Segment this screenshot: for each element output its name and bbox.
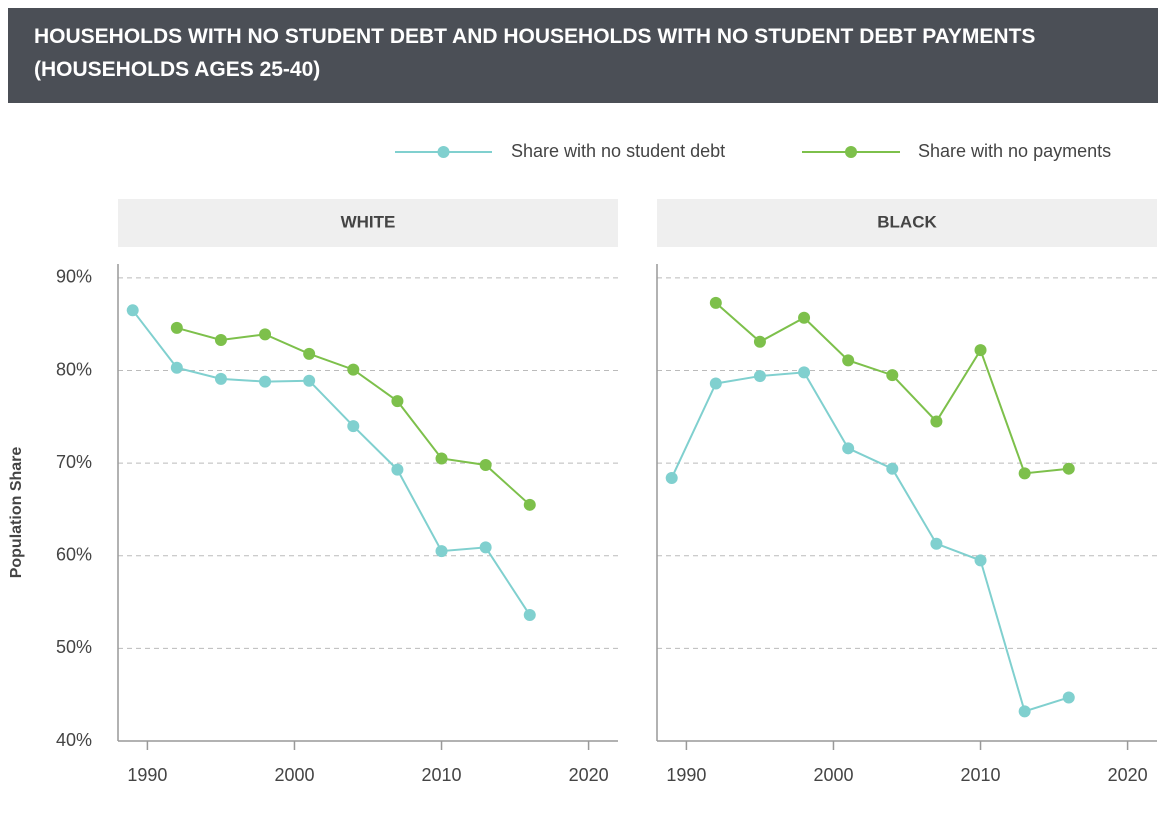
data-point	[170, 321, 183, 334]
data-point	[1018, 705, 1031, 718]
series-line	[715, 302, 1069, 475]
data-point	[930, 537, 943, 550]
data-point	[391, 395, 404, 408]
y-tick-label: 40%	[56, 730, 92, 750]
data-point	[435, 452, 448, 465]
x-tick-label: 2020	[1108, 765, 1148, 785]
data-point	[930, 415, 943, 428]
data-point	[303, 347, 316, 360]
data-point	[347, 363, 360, 376]
data-point	[435, 545, 448, 558]
x-tick-label: 2000	[813, 765, 853, 785]
data-point	[974, 554, 987, 567]
legend-label: Share with no payments	[918, 141, 1111, 161]
y-axis-label: Population Share	[8, 447, 25, 579]
legend-marker	[845, 146, 857, 158]
data-point	[1062, 462, 1075, 475]
legend-marker	[437, 146, 450, 158]
data-point	[170, 361, 183, 374]
data-point	[259, 375, 272, 388]
data-point	[886, 462, 899, 475]
y-tick-label: 60%	[56, 545, 92, 565]
x-tick-label: 1990	[127, 765, 167, 785]
data-point	[1062, 691, 1075, 704]
data-point	[479, 458, 492, 471]
x-tick-label: 2010	[422, 765, 462, 785]
series-line	[131, 309, 531, 616]
y-tick-label: 90%	[56, 267, 92, 287]
data-point	[259, 328, 272, 341]
data-point	[798, 311, 811, 324]
data-point	[798, 366, 811, 379]
x-tick-label: 1990	[666, 765, 706, 785]
panel-title: BLACK	[877, 212, 937, 231]
panel-title: WHITE	[341, 212, 396, 231]
panel-header	[657, 199, 1157, 247]
y-tick-label: 50%	[56, 637, 92, 657]
y-tick-label: 80%	[56, 359, 92, 379]
title-box: HOUSEHOLDS WITH NO STUDENT DEBT AND HOUS…	[34, 25, 1036, 81]
data-point	[709, 377, 722, 390]
title-bar	[8, 8, 1158, 103]
x-tick-label: 2020	[569, 765, 609, 785]
data-point	[1018, 467, 1031, 480]
data-point	[842, 442, 855, 455]
data-point	[303, 374, 316, 387]
data-point	[665, 471, 678, 484]
series-line	[670, 371, 1070, 713]
x-tick-label: 2000	[274, 765, 314, 785]
chart-title: HOUSEHOLDS WITH NO STUDENT DEBT AND HOUS…	[34, 25, 1036, 81]
data-point	[523, 498, 536, 511]
data-point	[886, 369, 899, 382]
y-tick-label: 70%	[56, 452, 92, 472]
data-point	[479, 541, 492, 554]
data-point	[214, 372, 227, 385]
legend-label: Share with no student debt	[511, 141, 725, 161]
data-point	[974, 344, 987, 357]
panel-header	[118, 199, 618, 247]
data-point	[347, 420, 360, 433]
data-point	[391, 463, 404, 476]
data-point	[753, 370, 766, 383]
x-tick-label: 2010	[961, 765, 1001, 785]
data-point	[842, 354, 855, 367]
data-point	[523, 609, 536, 622]
data-point	[126, 304, 139, 317]
series-line	[176, 326, 531, 506]
data-point	[214, 333, 227, 346]
data-point	[709, 296, 722, 309]
data-point	[753, 335, 766, 348]
